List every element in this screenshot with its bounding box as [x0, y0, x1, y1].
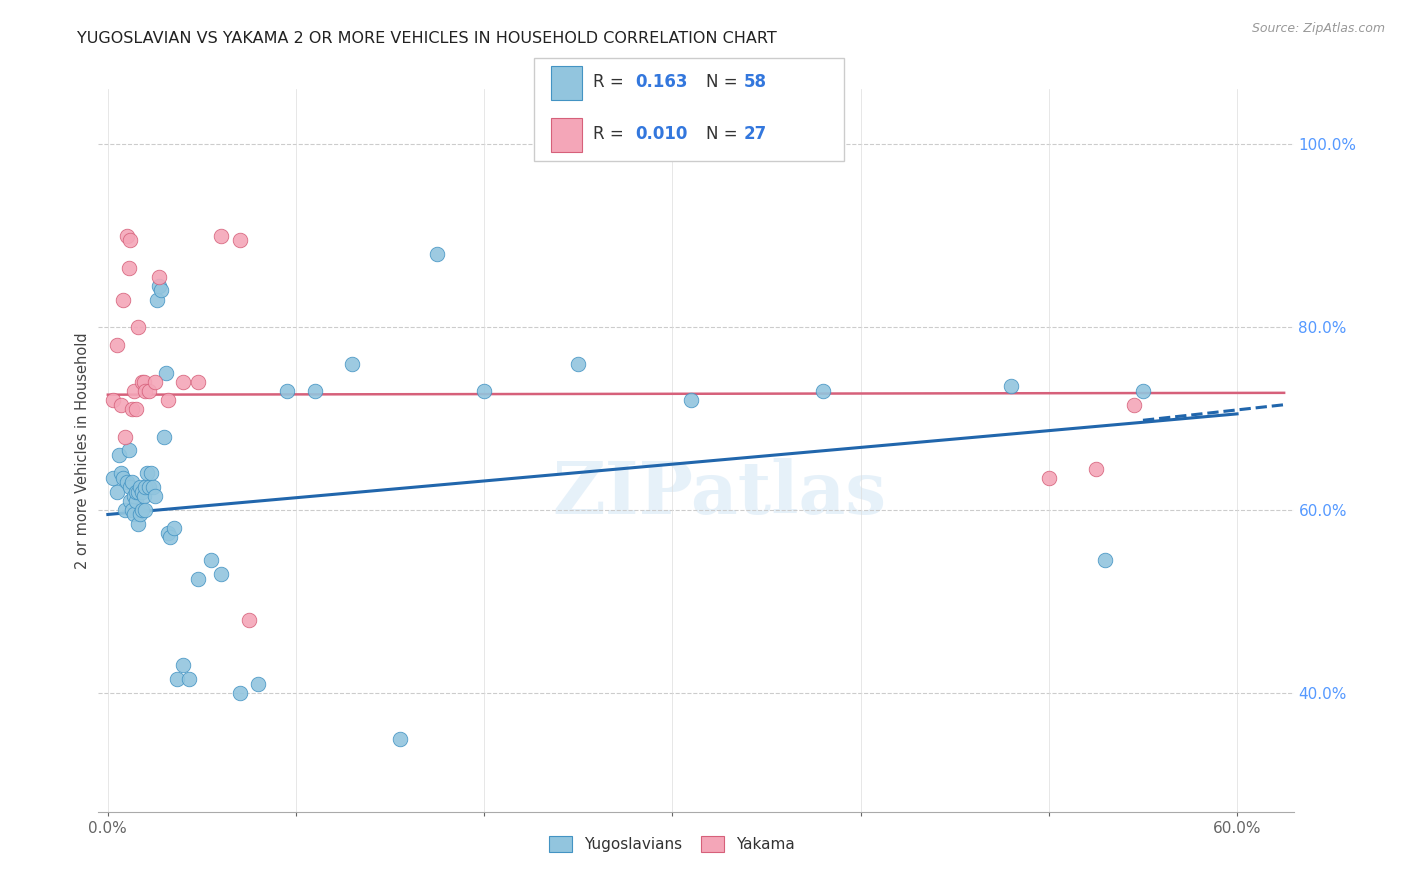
Point: [131, 484, 153, 499]
Point: [111, 471, 134, 485]
Point: [132, 375, 155, 389]
Point: [136, 467, 159, 481]
Point: [1084, 462, 1107, 476]
Point: [342, 357, 364, 371]
Point: [157, 525, 180, 540]
Point: [143, 489, 166, 503]
Point: [127, 484, 149, 499]
Point: [120, 233, 142, 247]
Point: [128, 480, 150, 494]
Point: [105, 484, 128, 499]
Point: [111, 293, 134, 307]
Point: [134, 503, 156, 517]
Point: [142, 480, 165, 494]
Point: [247, 676, 270, 690]
Text: ZIPatlas: ZIPatlas: [553, 458, 887, 529]
Point: [166, 672, 188, 686]
Point: [103, 471, 125, 485]
Point: [148, 278, 170, 293]
Y-axis label: 2 or more Vehicles in Household: 2 or more Vehicles in Household: [75, 332, 90, 569]
Point: [238, 613, 260, 627]
Point: [122, 508, 145, 522]
Point: [125, 493, 148, 508]
Text: R =: R =: [593, 125, 630, 143]
Point: [1000, 379, 1022, 393]
Point: [228, 233, 250, 247]
Text: 0.010: 0.010: [636, 125, 688, 143]
Point: [159, 530, 181, 544]
Point: [228, 686, 250, 700]
Point: [125, 402, 148, 417]
Point: [209, 566, 232, 581]
Text: N =: N =: [706, 125, 742, 143]
Point: [567, 357, 589, 371]
Point: [200, 553, 222, 567]
Point: [172, 658, 194, 673]
Text: R =: R =: [593, 73, 630, 91]
Point: [125, 484, 148, 499]
Legend: Yugoslavians, Yakama: Yugoslavians, Yakama: [543, 830, 801, 858]
Point: [115, 228, 138, 243]
Point: [120, 493, 142, 508]
Point: [145, 293, 167, 307]
Point: [132, 489, 155, 503]
Point: [121, 503, 143, 517]
Point: [304, 384, 326, 398]
Point: [120, 480, 142, 494]
Point: [157, 393, 180, 408]
Point: [128, 508, 150, 522]
Point: [131, 503, 153, 517]
Point: [388, 731, 411, 746]
Point: [1094, 553, 1116, 567]
Point: [177, 672, 200, 686]
Point: [143, 375, 166, 389]
Point: [172, 375, 194, 389]
Point: [114, 430, 136, 444]
Point: [472, 384, 495, 398]
Point: [134, 480, 156, 494]
Text: Source: ZipAtlas.com: Source: ZipAtlas.com: [1251, 22, 1385, 36]
Point: [121, 402, 143, 417]
Text: 58: 58: [744, 73, 766, 91]
Point: [276, 384, 298, 398]
Point: [110, 467, 132, 481]
Point: [115, 475, 138, 490]
Point: [153, 430, 176, 444]
Point: [117, 443, 139, 458]
Point: [681, 393, 703, 408]
Point: [117, 260, 139, 275]
Point: [149, 284, 172, 298]
Point: [114, 503, 136, 517]
Point: [138, 480, 160, 494]
Point: [103, 393, 125, 408]
Point: [155, 366, 177, 380]
Text: N =: N =: [706, 73, 742, 91]
Point: [187, 375, 209, 389]
Point: [127, 320, 149, 334]
Point: [108, 448, 131, 462]
Text: 0.163: 0.163: [636, 73, 688, 91]
Point: [122, 384, 145, 398]
Point: [1132, 384, 1154, 398]
Point: [163, 521, 186, 535]
Point: [121, 475, 143, 490]
Point: [187, 572, 209, 586]
Point: [811, 384, 834, 398]
Text: 27: 27: [744, 125, 768, 143]
Point: [1122, 398, 1144, 412]
Point: [110, 398, 132, 412]
Text: YUGOSLAVIAN VS YAKAMA 2 OR MORE VEHICLES IN HOUSEHOLD CORRELATION CHART: YUGOSLAVIAN VS YAKAMA 2 OR MORE VEHICLES…: [77, 31, 778, 46]
Point: [127, 516, 149, 531]
Point: [148, 269, 170, 284]
Point: [122, 489, 145, 503]
Point: [131, 375, 153, 389]
Point: [139, 467, 162, 481]
Point: [1038, 471, 1060, 485]
Point: [105, 338, 128, 352]
Point: [138, 384, 160, 398]
Point: [134, 384, 156, 398]
Point: [426, 247, 449, 261]
Point: [209, 228, 232, 243]
